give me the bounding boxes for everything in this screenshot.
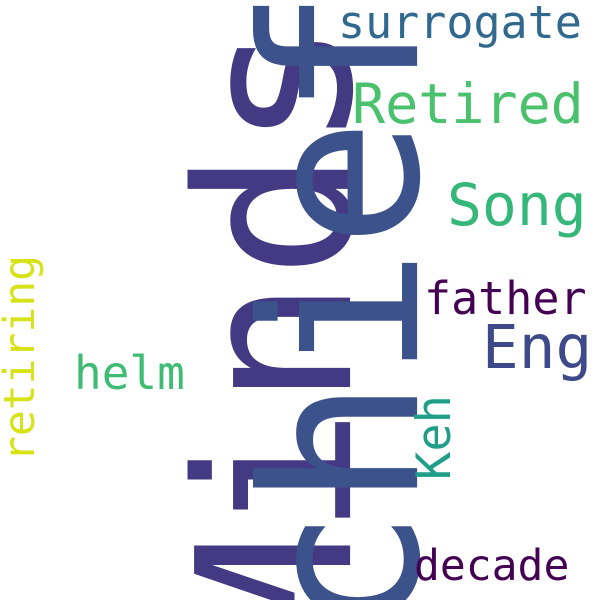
word-keh: Keh	[406, 395, 462, 480]
word-retired: Retired	[352, 72, 584, 136]
word-father: father	[424, 272, 587, 325]
word-helm: helm	[74, 346, 185, 400]
word-song: Song	[447, 171, 587, 239]
word-eng: Eng	[482, 312, 593, 383]
word-surrogate: surrogate	[338, 0, 582, 49]
word-decade: decade	[414, 541, 570, 591]
word-retiring: retiring	[0, 254, 46, 463]
